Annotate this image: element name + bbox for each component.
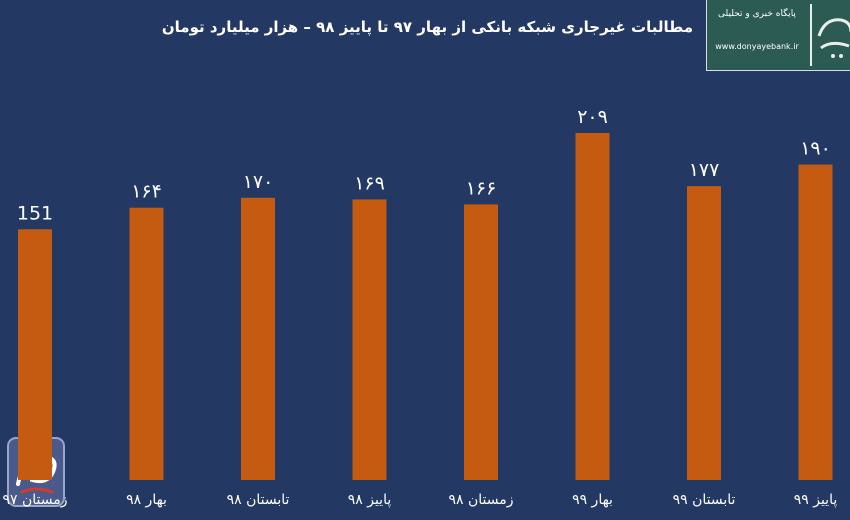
bar-6 [575, 133, 610, 480]
category-label-4: پاییز ۹۸ [348, 492, 392, 508]
category-label-7: تابستان ۹۹ [673, 492, 736, 508]
donyaye-bank-logo-icon [817, 18, 850, 58]
data-label-3: ۱۷۰ [243, 171, 274, 193]
category-label-6: بهار ۹۹ [572, 492, 613, 508]
bar-2 [129, 207, 164, 480]
data-label-1: 151 [17, 202, 53, 224]
category-label-8: پاییز ۹۹ [794, 492, 838, 508]
bar-7 [687, 186, 721, 480]
chart-title: مطالبات غیرجاری شبکه بانکی از بهار ۹۷ تا… [161, 18, 693, 36]
bar-8 [798, 164, 833, 480]
category-label-3: تابستان ۹۸ [227, 492, 290, 508]
logo-tagline: پایگاه خبری و تحلیلی [718, 9, 796, 19]
category-label-1: زمستان ۹۷ [2, 492, 67, 508]
bar-5 [464, 204, 498, 481]
bar-3 [241, 197, 275, 480]
data-label-5: ۱۶۶ [466, 177, 497, 199]
data-label-8: ۱۹۰ [800, 138, 831, 160]
category-label-5: زمستان ۹۸ [448, 492, 513, 508]
category-label-2: بهار ۹۸ [126, 492, 167, 508]
brand-logo: پایگاه خبری و تحلیلی www.donyayebank.ir [706, 0, 850, 71]
logo-divider [810, 4, 812, 66]
bar-4 [352, 199, 387, 480]
data-label-4: ۱۶۹ [354, 172, 385, 194]
data-label-2: ۱۶۴ [131, 181, 162, 203]
bar-1 [18, 229, 52, 480]
data-label-6: ۲۰۹ [577, 106, 608, 128]
logo-url: www.donyayebank.ir [715, 42, 799, 51]
data-label-7: ۱۷۷ [689, 159, 720, 181]
